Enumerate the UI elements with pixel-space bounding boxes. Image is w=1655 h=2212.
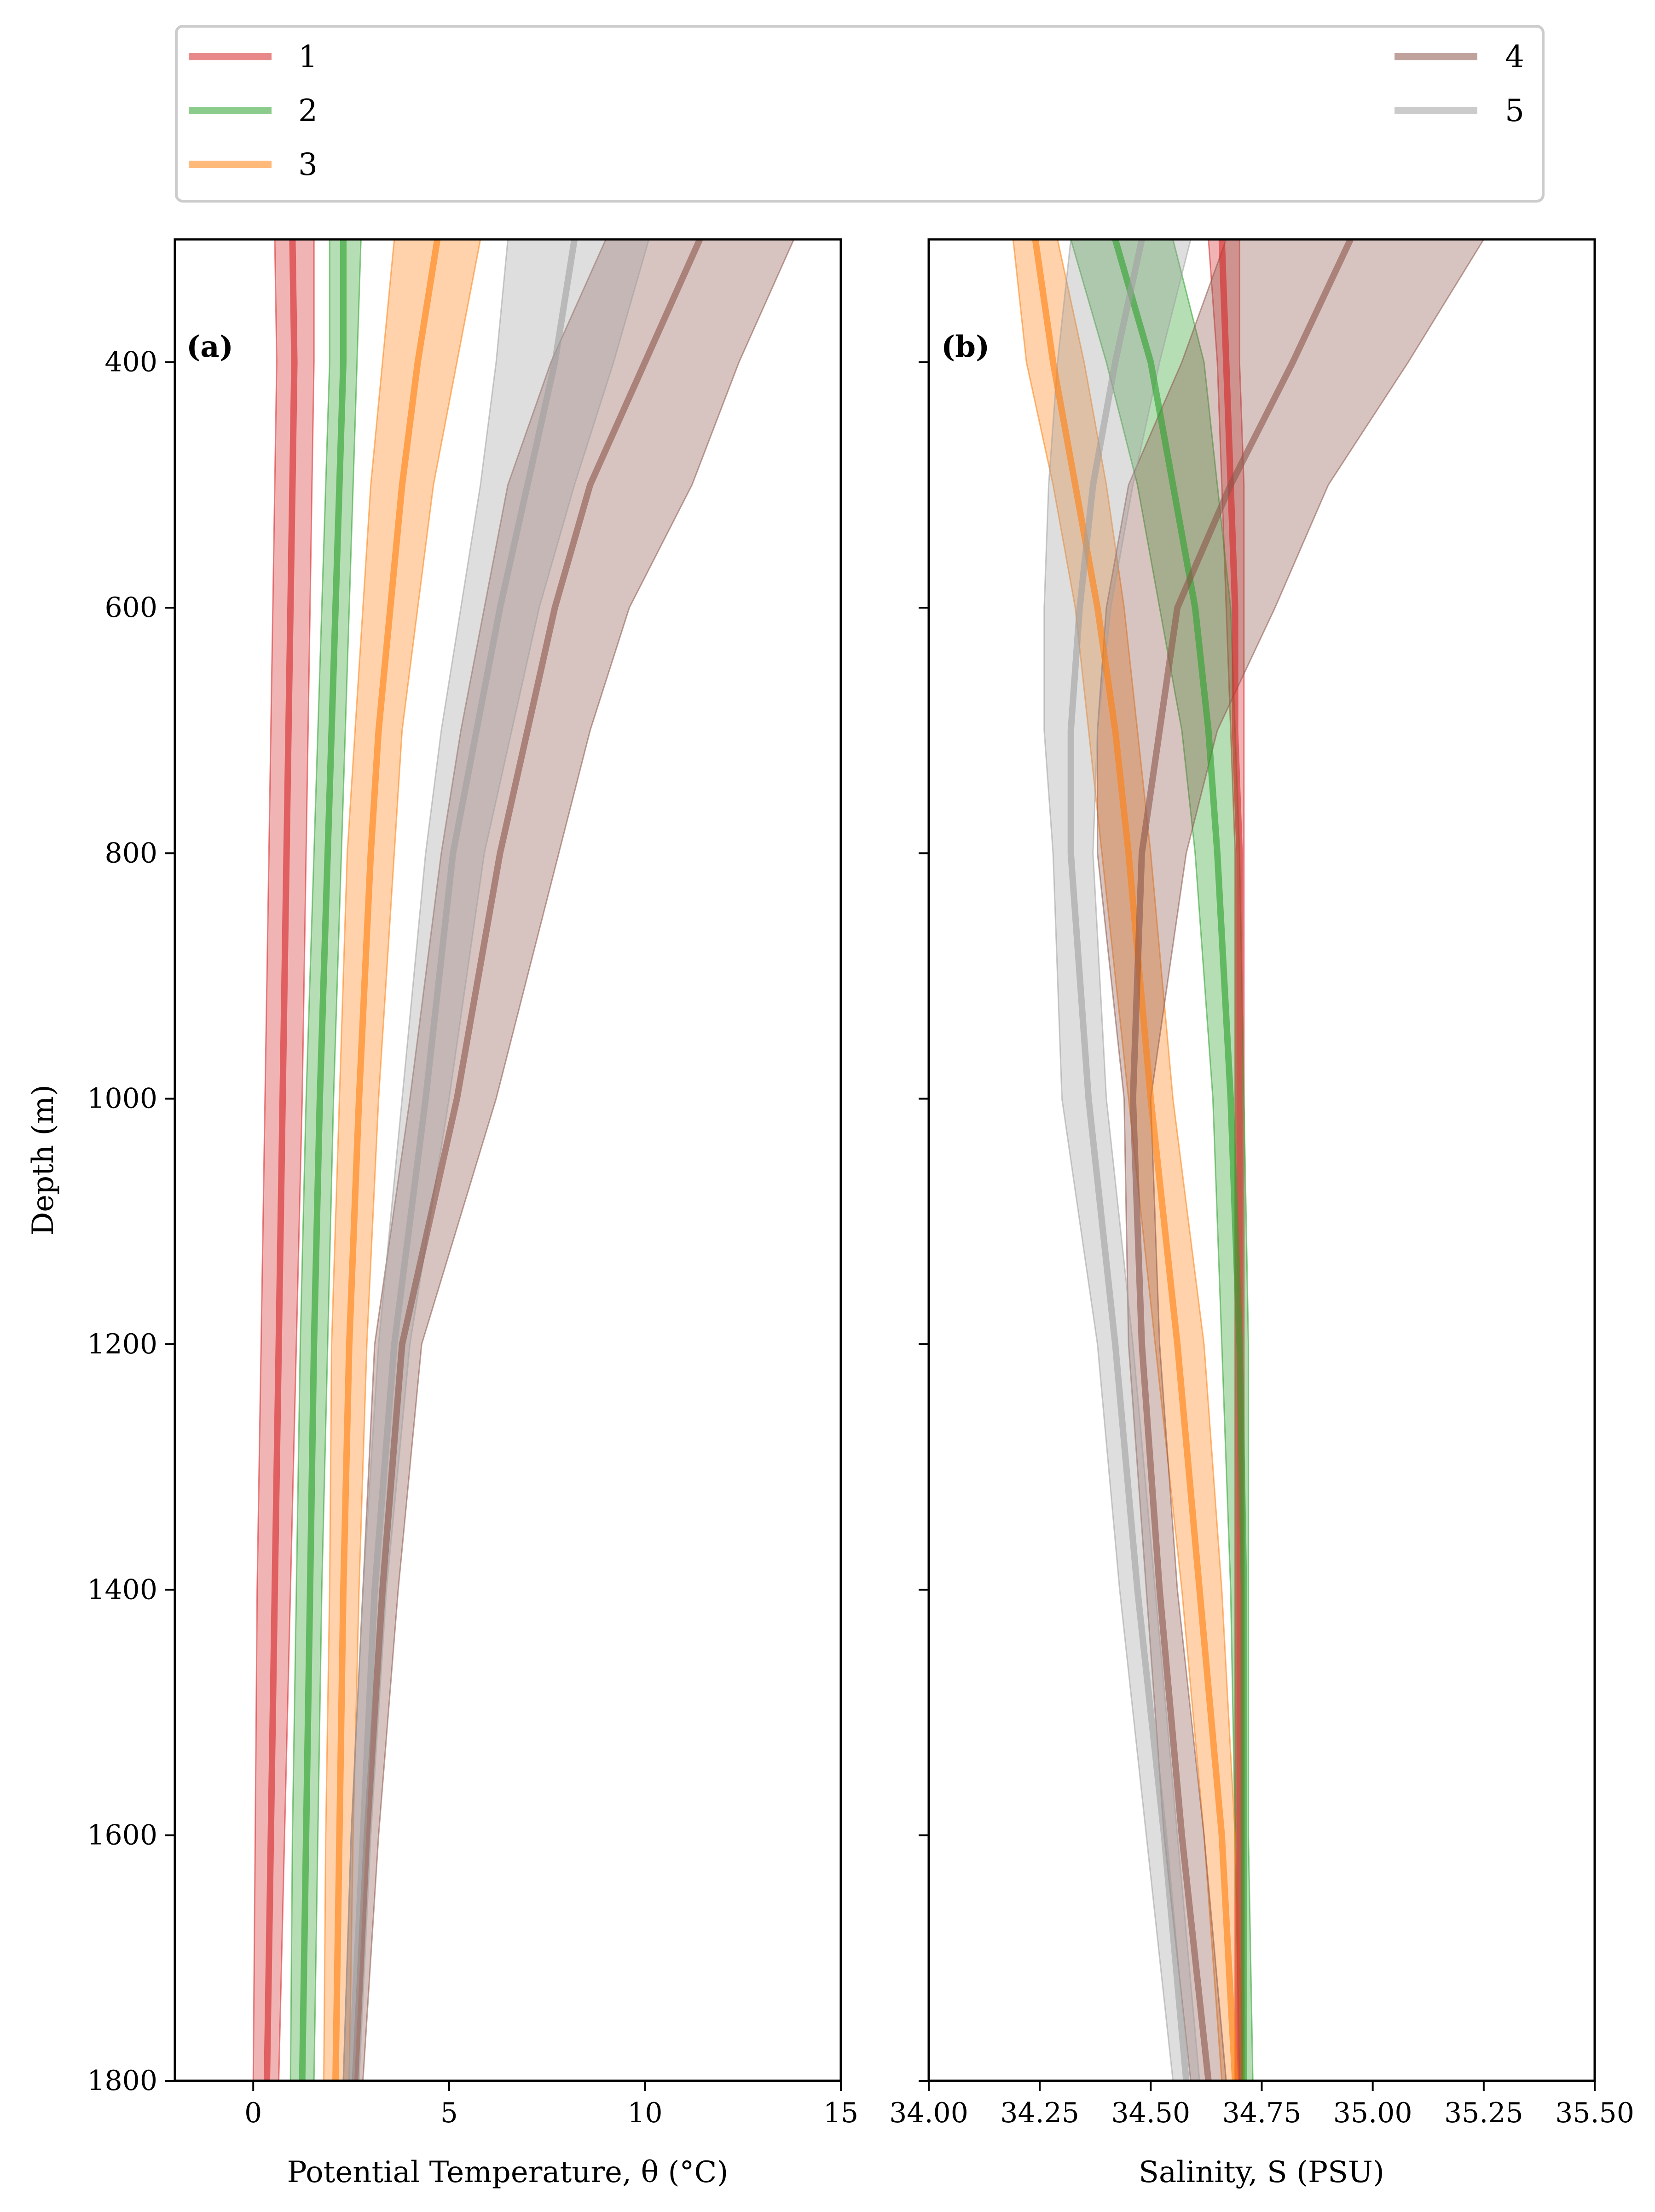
panel-b-x-tick-label: 35.00 [1333,2097,1412,2129]
panel-a-line-series-1 [264,239,298,2081]
panel-b-label: (b) [941,330,990,364]
panel-a-temperature: 0 5 10 15 400 600 800 1000 1200 1400 1600 1800 (a)… [26,238,858,2189]
legend-label-3: 3 [298,147,318,182]
panel-a-x-tick-label: 0 [244,2097,262,2129]
panel-a-x-tick-label: 10 [627,2097,662,2129]
panel-a-y-tick-label: 1400 [87,1573,157,1606]
panel-a-y-tick-label: 1800 [87,2065,157,2097]
panel-a-line-series-2 [299,239,347,2081]
panel-b-salinity: 34.00 34.25 34.50 34.75 35.00 35.25 35.50 (b) … [889,238,1634,2189]
panel-a-y-tick-label: 1200 [87,1328,157,1360]
legend-entry-5: 5 [1395,93,1524,128]
panel-a-y-tick-label: 400 [104,346,157,378]
panel-a-x-tick-label: 15 [823,2097,858,2129]
panel-a-y-tick-label: 800 [104,837,157,869]
panel-b-line-series-5 [1067,238,1190,2081]
legend-label-2: 2 [298,93,318,128]
panel-b-x-tick-label: 34.75 [1222,2097,1302,2129]
panel-b-x-tick-label: 34.00 [889,2097,968,2129]
panel-a-y-ticks: 400 600 800 1000 1200 1400 1600 1800 [87,346,175,2097]
panel-a-frame [174,238,842,2082]
panel-b-x-axis-label: Salinity, S (PSU) [1139,2155,1384,2189]
legend-entry-1: 1 [189,39,318,75]
panel-b-x-tick-label: 34.50 [1111,2097,1190,2129]
panel-a-y-tick-label: 1600 [87,1819,157,1852]
legend-entry-2: 2 [189,93,318,128]
panel-a-x-tick-label: 5 [440,2097,458,2129]
legend-entry-4: 4 [1395,39,1524,75]
panel-a-marks [252,238,795,2082]
panel-b-line-series-1 [1218,239,1243,2081]
panel-a-y-tick-label: 1000 [87,1083,157,1115]
panel-a-y-tick-label: 600 [104,592,157,624]
panel-b-line-series-3 [1032,238,1238,2081]
panel-a-x-axis-label: Potential Temperature, θ (°C) [287,2155,729,2189]
panel-a-line-series-3 [332,238,441,2081]
legend-entry-3: 3 [189,147,318,182]
panel-a-label: (a) [186,330,233,364]
legend: 1 2 3 4 5 [175,25,1545,203]
panel-b-x-ticks: 34.00 34.25 34.50 34.75 35.00 35.25 35.50 [889,2081,1634,2129]
y-axis-label: Depth (m) [26,1085,60,1236]
panel-a-line-series-5 [348,238,578,2081]
legend-frame [175,25,1545,203]
panel-a-x-ticks: 0 5 10 15 [244,2081,858,2129]
legend-label-1: 1 [298,39,318,75]
legend-label-4: 4 [1505,39,1524,75]
panel-b-y-ticks [919,361,929,2082]
panel-b-marks [1012,238,1485,2082]
panel-a-line-series-4 [352,238,703,2081]
panel-b-x-tick-label: 34.25 [1000,2097,1079,2129]
panel-b-line-series-2 [1112,238,1247,2081]
panel-b-x-tick-label: 35.50 [1555,2097,1634,2129]
panel-b-line-series-4 [1129,238,1354,2081]
legend-label-5: 5 [1505,93,1524,128]
panel-b-x-tick-label: 35.25 [1444,2097,1523,2129]
